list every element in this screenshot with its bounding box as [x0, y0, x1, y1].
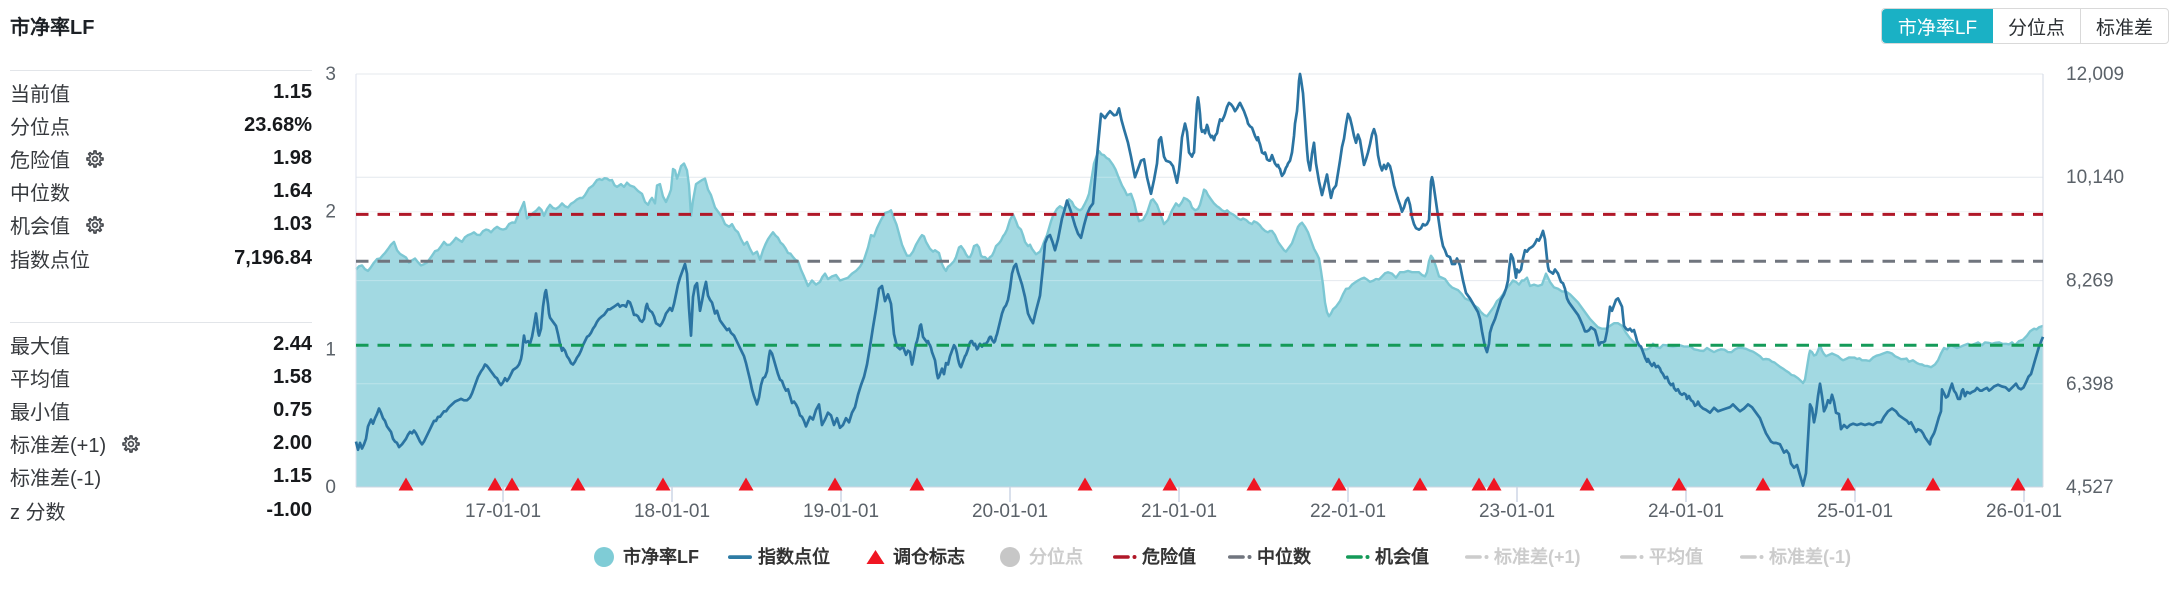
svg-text:22-01-01: 22-01-01 — [1310, 501, 1386, 522]
svg-text:3: 3 — [325, 64, 336, 85]
svg-text:6,398: 6,398 — [2066, 374, 2114, 395]
svg-text:8,269: 8,269 — [2066, 271, 2114, 292]
svg-text:2: 2 — [325, 202, 336, 223]
svg-text:21-01-01: 21-01-01 — [1141, 501, 1217, 522]
svg-text:10,140: 10,140 — [2066, 167, 2124, 188]
svg-text:0: 0 — [325, 477, 336, 498]
svg-text:4,527: 4,527 — [2066, 477, 2114, 498]
svg-text:1: 1 — [325, 339, 336, 360]
svg-text:17-01-01: 17-01-01 — [465, 501, 541, 522]
svg-text:24-01-01: 24-01-01 — [1648, 501, 1724, 522]
svg-text:18-01-01: 18-01-01 — [634, 501, 710, 522]
svg-text:19-01-01: 19-01-01 — [803, 501, 879, 522]
svg-text:25-01-01: 25-01-01 — [1817, 501, 1893, 522]
svg-text:12,009: 12,009 — [2066, 64, 2124, 85]
svg-text:23-01-01: 23-01-01 — [1479, 501, 1555, 522]
svg-text:20-01-01: 20-01-01 — [972, 501, 1048, 522]
svg-text:26-01-01: 26-01-01 — [1986, 501, 2062, 522]
